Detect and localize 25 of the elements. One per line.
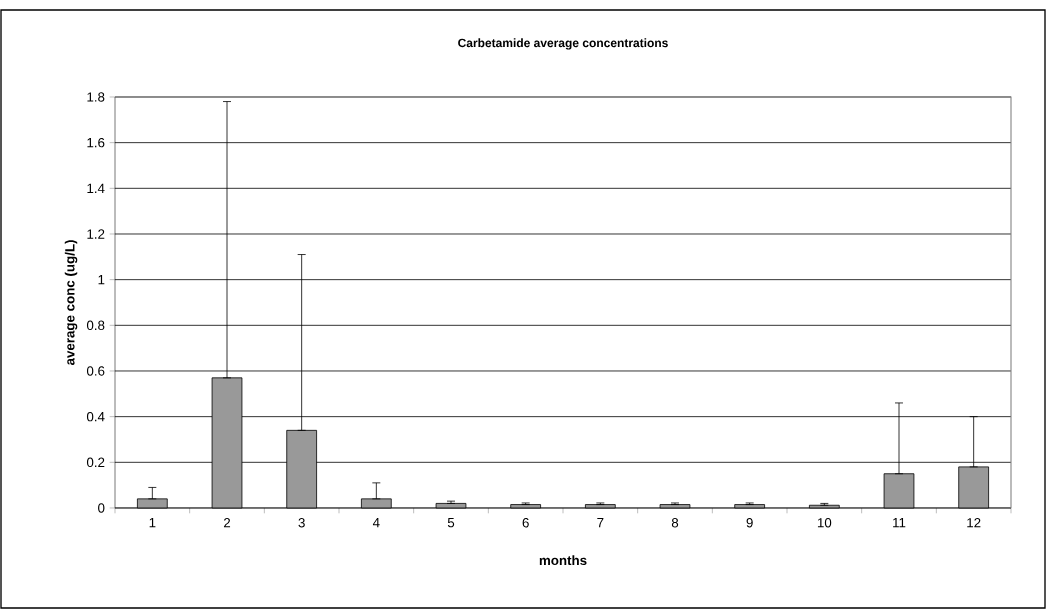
y-tick-label: 0 <box>98 503 105 513</box>
y-tick-label: 1.4 <box>87 183 105 193</box>
y-tick-label: 0.4 <box>86 411 105 422</box>
y-tick-label: 0.2 <box>86 457 105 468</box>
x-tick-label: 8 <box>671 518 679 528</box>
y-tick-label: 1.2 <box>87 229 105 239</box>
x-tick-label: 6 <box>522 518 529 528</box>
x-tick-label: 5 <box>447 518 455 528</box>
y-tick-label: 0.6 <box>86 366 105 376</box>
x-tick-label: 11 <box>893 518 906 528</box>
y-axis-title: average conc (ug/L) <box>64 240 78 366</box>
y-tick-label: 1.8 <box>87 92 105 102</box>
x-tick-label: 10 <box>817 518 832 528</box>
x-axis-title: months <box>539 555 587 566</box>
x-tick-label: 3 <box>298 518 305 528</box>
x-tick-label: 12 <box>967 518 981 528</box>
y-tick-label: 1 <box>98 275 105 285</box>
x-tick-label: 9 <box>746 518 753 528</box>
x-tick-label: 4 <box>372 518 380 528</box>
y-tick-label: 0.8 <box>86 320 105 331</box>
y-tick-label: 1.6 <box>87 137 105 148</box>
x-tick-label: 7 <box>597 518 604 528</box>
x-tick-label: 1 <box>149 518 156 528</box>
x-tick-label: 2 <box>223 518 231 528</box>
chart-title: Carbetamide average concentrations <box>458 38 668 50</box>
